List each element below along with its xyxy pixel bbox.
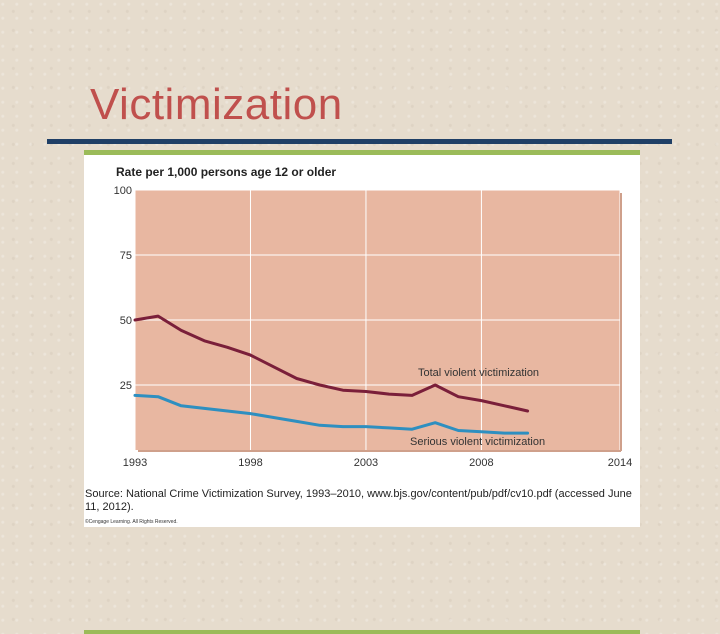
serious-violent-line-point xyxy=(226,410,229,412)
serious-violent-line-point xyxy=(272,416,275,419)
slide-title: Victimization xyxy=(90,80,343,129)
serious-violent-line-point xyxy=(365,425,367,428)
total-violent-line-point xyxy=(434,384,437,386)
copyright-note: ©Cengage Learning. All Rights Reserved. xyxy=(85,519,178,525)
serious-violent-line xyxy=(133,393,530,435)
serious-violent-annotation: Serious violent victimization xyxy=(410,436,545,448)
y-tick-label: 100 xyxy=(114,185,132,197)
total-violent-line-point xyxy=(318,384,321,386)
total-violent-line-point xyxy=(388,393,390,395)
figure-top-accent xyxy=(84,150,640,155)
serious-violent-line-point xyxy=(157,395,159,398)
source-note: Source: National Crime Victimization Sur… xyxy=(85,488,632,513)
serious-violent-line-point xyxy=(457,429,460,432)
y-axis-label: Rate per 1,000 persons age 12 or older xyxy=(116,165,336,179)
x-tick-label: 2008 xyxy=(469,457,493,469)
x-tick-label: 1993 xyxy=(123,457,147,469)
figure-bottom-accent xyxy=(84,630,640,634)
total-violent-annotation: Total violent victimization xyxy=(418,367,539,379)
total-violent-line-point xyxy=(342,389,344,391)
total-violent-line-point xyxy=(203,340,206,342)
total-violent-line-point xyxy=(411,394,413,397)
total-violent-line-point xyxy=(365,390,367,393)
line-chart: Rate per 1,000 persons age 12 or older 10… xyxy=(114,165,633,469)
serious-violent-line-point xyxy=(503,432,506,434)
x-tick-label: 1998 xyxy=(238,457,262,469)
serious-violent-line-point xyxy=(295,420,298,423)
total-violent-line-point xyxy=(526,410,529,412)
total-violent-line-point xyxy=(226,346,229,349)
x-tick-label: 2014 xyxy=(608,457,632,469)
serious-violent-line-point xyxy=(342,425,344,428)
y-tick-label: 25 xyxy=(120,380,132,392)
serious-violent-line-point xyxy=(249,412,252,415)
serious-violent-line-point xyxy=(388,427,390,429)
total-violent-line-point xyxy=(249,354,252,356)
serious-violent-line-point xyxy=(318,424,321,427)
serious-violent-line-point xyxy=(180,405,182,407)
total-violent-line-point xyxy=(503,405,506,407)
total-violent-line-point xyxy=(295,377,298,380)
serious-violent-line-point xyxy=(411,428,413,431)
serious-violent-line-point xyxy=(526,432,529,434)
y-tick-label: 75 xyxy=(120,250,132,262)
serious-violent-line-point xyxy=(134,394,136,397)
total-violent-line-point xyxy=(480,399,483,402)
total-violent-line-point xyxy=(272,366,275,368)
serious-violent-line-point xyxy=(203,407,206,410)
serious-violent-line-point xyxy=(480,431,483,433)
total-violent-line-point xyxy=(157,315,159,317)
total-violent-line-point xyxy=(180,329,182,332)
total-violent-line-point xyxy=(134,319,136,321)
chart-figure: Rate per 1,000 persons age 12 or older 10… xyxy=(84,150,640,634)
y-tick-label: 50 xyxy=(120,315,132,327)
total-violent-line-point xyxy=(457,395,460,398)
total-violent-line xyxy=(133,314,530,413)
x-tick-label: 2003 xyxy=(354,457,378,469)
serious-violent-line-point xyxy=(434,421,437,424)
title-underline xyxy=(47,139,672,144)
